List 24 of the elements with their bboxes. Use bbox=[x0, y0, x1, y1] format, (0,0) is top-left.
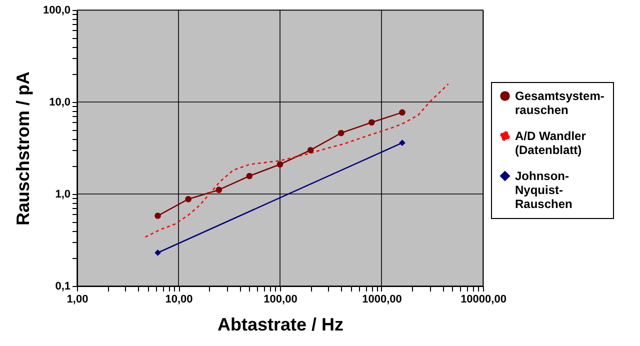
point bbox=[246, 172, 253, 180]
point bbox=[154, 212, 161, 219]
x-tick-label: 10,00 bbox=[165, 294, 193, 306]
y-tick-label: 1,0 bbox=[55, 188, 70, 200]
point bbox=[399, 109, 406, 116]
y-axis-title: Rauschstrom / pA bbox=[12, 71, 33, 226]
point bbox=[276, 161, 284, 168]
point bbox=[368, 119, 375, 126]
x-axis-title: Abtastrate / Hz bbox=[217, 314, 344, 334]
y-tick-label: 0,1 bbox=[55, 280, 70, 292]
x-tick-label: 1000,00 bbox=[362, 294, 402, 306]
y-tick-label: 10,0 bbox=[49, 96, 70, 108]
point bbox=[216, 186, 222, 193]
legend-label: Johnson-Nyquist-Rauschen bbox=[515, 169, 572, 211]
legend-label: Gesamtsystem-rauschen bbox=[515, 89, 604, 117]
x-tick-label: 100,00 bbox=[264, 294, 298, 306]
point bbox=[307, 146, 314, 154]
point bbox=[338, 130, 344, 136]
y-tick-label: 100,0 bbox=[42, 4, 70, 16]
legend-label: A/D Wandler (Datenblatt) bbox=[515, 129, 586, 157]
x-tick-label: 1,00 bbox=[66, 294, 88, 306]
point bbox=[185, 196, 192, 202]
x-tick-label: 10000,00 bbox=[460, 294, 506, 306]
point bbox=[154, 250, 161, 256]
